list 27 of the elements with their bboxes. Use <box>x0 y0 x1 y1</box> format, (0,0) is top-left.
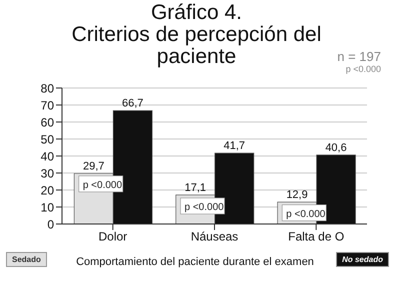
chart-title: Gráfico 4. Criterios de percepción del paciente <box>72 1 322 68</box>
y-tick-label: 50 <box>40 132 54 146</box>
y-tick-label: 60 <box>40 115 54 130</box>
y-tick-label: 80 <box>40 81 54 96</box>
data-label: 41,7 <box>224 140 246 152</box>
data-label: 40,6 <box>325 142 347 154</box>
text: Sedado <box>6 252 47 267</box>
data-label: 66,7 <box>122 98 144 110</box>
y-tick-label: 20 <box>40 183 54 198</box>
x-tick-label: Náuseas <box>190 230 238 244</box>
y-tick-label: 0 <box>47 217 54 232</box>
data-label: 29,7 <box>82 160 104 173</box>
x-tick-label: Dolor <box>98 230 128 244</box>
y-tick-label: 10 <box>40 200 54 214</box>
data-label: 12,9 <box>286 189 308 202</box>
annotation: p <0.000 <box>184 202 224 213</box>
data-label: 17,1 <box>184 182 206 194</box>
x-axis-title: Comportamiento del paciente durante el examen <box>75 256 315 268</box>
y-tick-label: 30 <box>40 166 54 180</box>
annotation: p <0.000 <box>286 208 326 220</box>
text: No sedado <box>336 252 389 267</box>
x-tick-label: Falta de O <box>288 230 344 244</box>
text: n = 197 <box>337 49 381 64</box>
annotation: p <0.000 <box>82 180 122 191</box>
y-tick-label: 40 <box>40 149 54 164</box>
text: p <0.000 <box>344 64 381 75</box>
y-tick-label: 70 <box>40 98 54 112</box>
